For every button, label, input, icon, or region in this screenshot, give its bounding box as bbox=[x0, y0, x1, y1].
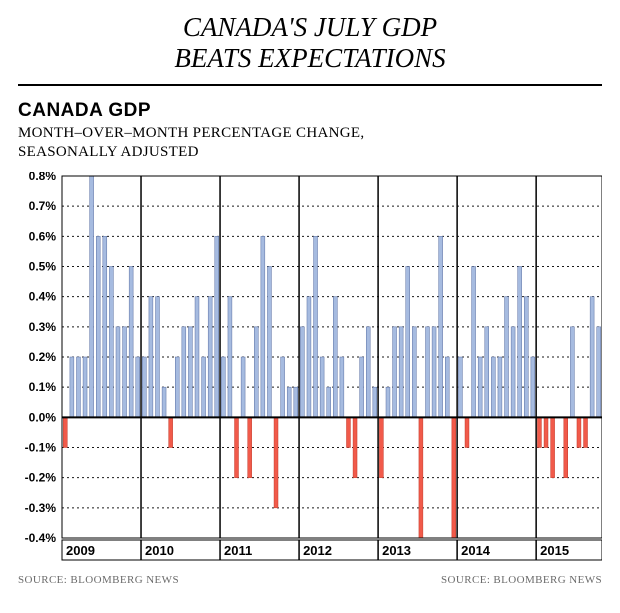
svg-text:0.0%: 0.0% bbox=[29, 410, 57, 424]
svg-text:0.7%: 0.7% bbox=[29, 199, 57, 213]
svg-text:0.3%: 0.3% bbox=[29, 319, 57, 333]
svg-text:2009: 2009 bbox=[66, 543, 95, 558]
svg-text:0.8%: 0.8% bbox=[29, 172, 57, 183]
svg-text:0.2%: 0.2% bbox=[29, 350, 57, 364]
headline-line1: CANADA'S JULY GDP bbox=[183, 12, 437, 42]
svg-text:2010: 2010 bbox=[145, 543, 174, 558]
source-right: SOURCE: BLOOMBERG NEWS bbox=[441, 574, 602, 586]
svg-text:0.4%: 0.4% bbox=[29, 289, 57, 303]
headline: CANADA'S JULY GDP BEATS EXPECTATIONS bbox=[18, 8, 602, 84]
svg-text:2015: 2015 bbox=[540, 543, 569, 558]
svg-text:2014: 2014 bbox=[461, 543, 491, 558]
headline-rule bbox=[18, 84, 602, 86]
svg-text:2013: 2013 bbox=[382, 543, 411, 558]
svg-text:0.1%: 0.1% bbox=[29, 380, 57, 394]
svg-text:2011: 2011 bbox=[224, 543, 252, 558]
chart-wrap: -0.4% -0.3% -0.2% -0.1% 0.0% 0.1% 0.2% 0.3% 0.4%… bbox=[18, 172, 602, 564]
svg-text:2012: 2012 bbox=[303, 543, 332, 558]
source-left: SOURCE: BLOOMBERG NEWS bbox=[18, 574, 179, 586]
svg-text:-0.3%: -0.3% bbox=[25, 500, 57, 514]
gdp-bar-chart: -0.4% -0.3% -0.2% -0.1% 0.0% 0.1% 0.2% 0.3% 0.4%… bbox=[18, 172, 602, 564]
svg-text:-0.4%: -0.4% bbox=[25, 531, 57, 545]
svg-text:-0.1%: -0.1% bbox=[25, 440, 57, 454]
chart-subtitle: MONTH–OVER–MONTH PERCENTAGE CHANGE,SEASO… bbox=[18, 124, 602, 162]
svg-text:0.6%: 0.6% bbox=[29, 229, 57, 243]
svg-text:0.5%: 0.5% bbox=[29, 259, 57, 273]
svg-text:-0.2%: -0.2% bbox=[25, 470, 57, 484]
chart-title: CANADA GDP bbox=[18, 100, 602, 122]
headline-line2: BEATS EXPECTATIONS bbox=[174, 43, 445, 73]
source-row: SOURCE: BLOOMBERG NEWS SOURCE: BLOOMBERG… bbox=[18, 574, 602, 586]
